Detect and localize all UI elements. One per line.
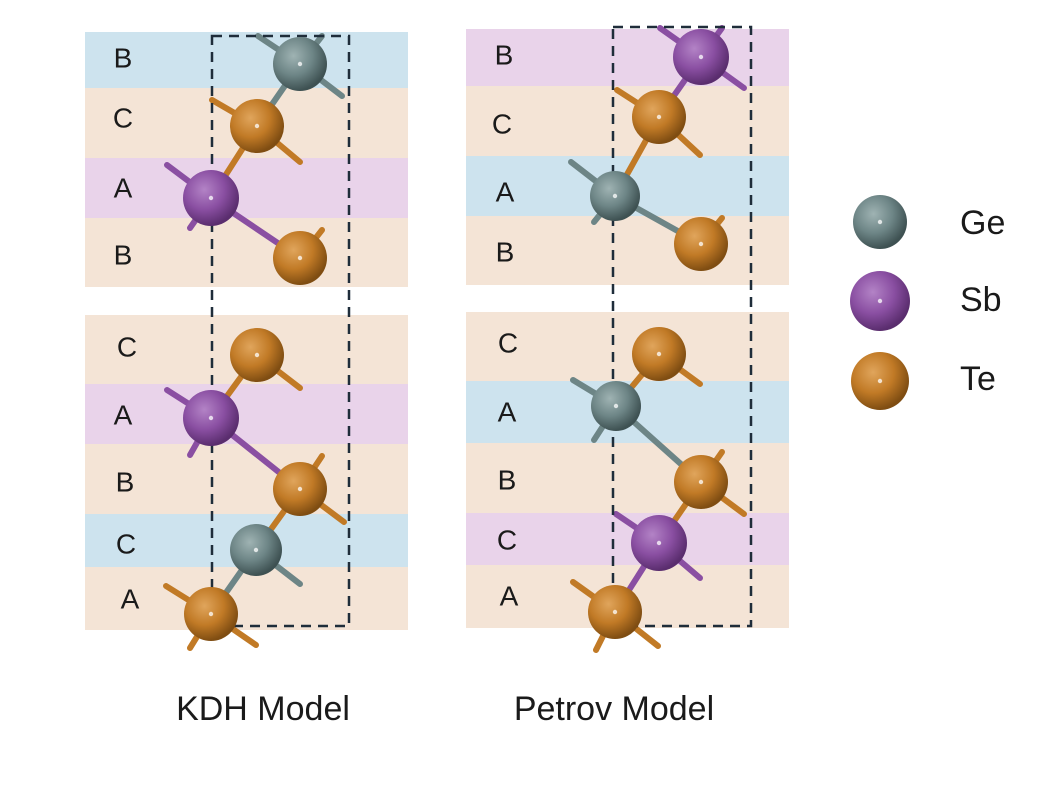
kdh-atom-te <box>230 99 284 153</box>
kdh-band-6 <box>85 384 408 444</box>
petrov-atom-te-dot <box>698 479 704 485</box>
legend-swatch-te-dot <box>877 378 883 384</box>
kdh-model: B C A B C A B C A <box>85 32 408 728</box>
kdh-layer-labels: B C A B C A B C A <box>113 42 140 614</box>
petrov-atom-te <box>588 585 642 639</box>
petrov-atom-ge-dot <box>613 403 619 409</box>
kdh-layer-label-3: A <box>114 172 133 203</box>
legend-item-te: Te <box>851 352 996 410</box>
kdh-atom-ge <box>230 524 282 576</box>
legend-label-te: Te <box>960 360 996 398</box>
kdh-atom-sb <box>183 170 239 226</box>
petrov-layer-labels: B C A B C A B C A <box>492 39 519 611</box>
petrov-unit-cell-outline <box>611 25 753 628</box>
kdh-atom-ge <box>273 37 327 91</box>
petrov-layer-label-4: B <box>496 236 515 267</box>
petrov-layer-label-3: A <box>496 176 515 207</box>
petrov-band-1 <box>466 29 789 86</box>
legend-item-ge: Ge <box>853 195 1005 249</box>
legend-item-sb: Sb <box>850 271 1002 331</box>
petrov-atom-te <box>632 90 686 144</box>
petrov-model: B C A B C A B C A <box>466 25 789 728</box>
petrov-band-7 <box>466 443 789 513</box>
kdh-band-1 <box>85 32 408 88</box>
petrov-atom-te <box>632 327 686 381</box>
petrov-atom-te <box>674 217 728 271</box>
kdh-atom-te-dot <box>208 611 214 617</box>
kdh-layer-label-1: B <box>114 42 133 73</box>
petrov-atom-sb <box>631 515 687 571</box>
kdh-model-title: KDH Model <box>176 690 350 728</box>
petrov-layer-label-8: C <box>497 524 517 555</box>
kdh-layer-label-2: C <box>113 102 133 133</box>
kdh-unit-cell-outline <box>210 34 351 628</box>
kdh-atom-te-dot <box>254 352 260 358</box>
petrov-band-4 <box>466 216 789 285</box>
petrov-layer-label-5: C <box>498 327 518 358</box>
legend-label-ge: Ge <box>960 204 1005 242</box>
kdh-atom-ge-dot <box>297 61 303 67</box>
kdh-band-3 <box>85 158 408 218</box>
kdh-layer-label-9: A <box>121 583 140 614</box>
kdh-layer-label-5: C <box>117 331 137 362</box>
kdh-atom-te <box>230 328 284 382</box>
kdh-atom-te-dot <box>297 255 303 261</box>
kdh-band-4 <box>85 218 408 287</box>
legend-swatch-sb-dot <box>877 298 883 304</box>
petrov-atom-ge-dot <box>612 193 618 199</box>
petrov-atoms <box>588 29 729 639</box>
kdh-atom-te-dot <box>297 486 303 492</box>
kdh-band-9 <box>85 567 408 630</box>
petrov-atom-te-dot <box>612 609 618 615</box>
petrov-band-5 <box>466 312 789 381</box>
kdh-atom-sb-dot <box>208 415 214 421</box>
petrov-layer-label-7: B <box>498 464 517 495</box>
petrov-atom-te-dot <box>656 114 662 120</box>
petrov-layer-label-9: A <box>500 580 519 611</box>
kdh-atom-te <box>273 231 327 285</box>
legend-swatch-ge-dot <box>877 219 883 225</box>
kdh-atom-sb <box>183 390 239 446</box>
petrov-atom-ge <box>590 171 640 221</box>
kdh-atom-sb-dot <box>208 195 214 201</box>
kdh-atom-te <box>184 587 238 641</box>
petrov-layer-label-6: A <box>498 396 517 427</box>
kdh-atoms <box>183 37 327 641</box>
petrov-atom-sb <box>673 29 729 85</box>
petrov-atom-ge <box>591 381 641 431</box>
kdh-layer-label-7: B <box>116 466 135 497</box>
petrov-atom-sb-dot <box>698 54 704 60</box>
petrov-layer-label-1: B <box>495 39 514 70</box>
kdh-atom-ge-dot <box>253 547 259 553</box>
petrov-atom-sb-dot <box>656 540 662 546</box>
kdh-band-7 <box>85 444 408 514</box>
kdh-layer-label-8: C <box>116 528 136 559</box>
petrov-model-title: Petrov Model <box>514 690 714 728</box>
kdh-layer-label-4: B <box>114 239 133 270</box>
kdh-atom-te-dot <box>254 123 260 129</box>
legend: Ge Sb Te <box>850 195 1005 410</box>
petrov-layer-label-2: C <box>492 108 512 139</box>
petrov-atom-te <box>674 455 728 509</box>
legend-label-sb: Sb <box>960 281 1002 319</box>
kdh-layer-label-6: A <box>114 399 133 430</box>
petrov-atom-te-dot <box>698 241 704 247</box>
kdh-atom-te <box>273 462 327 516</box>
petrov-atom-te-dot <box>656 351 662 357</box>
